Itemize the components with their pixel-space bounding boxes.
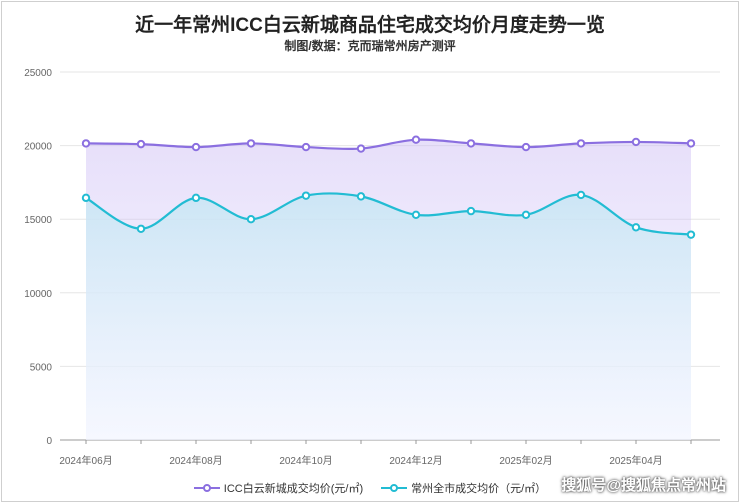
data-point-city [301,191,311,200]
chart-title: 近一年常州ICC白云新城商品住宅成交均价月度走势一览 [135,15,605,36]
data-point-city [686,230,696,239]
y-tick-label: 25000 [24,68,52,79]
data-point-icc [631,137,641,147]
data-point-city [466,206,476,216]
y-tick-label: 5000 [30,362,53,373]
legend: ICC白云新城成交均价(元/㎡) 常州全市成交均价（元/㎡） [2,480,738,496]
data-point-icc [246,139,256,148]
x-tick-label: 2024年08月 [169,454,222,467]
data-point-icc [521,142,531,152]
data-point-icc [136,139,146,149]
chart-subtitle: 制图/数据：克而瑞常州房产测评 [284,39,456,53]
data-point-city [411,210,421,219]
data-point-icc [686,139,696,148]
data-point-city [631,223,641,232]
data-point-icc [466,139,476,148]
legend-item-icc[interactable]: ICC白云新城成交均价(元/㎡) [193,480,364,496]
data-point-city [521,210,531,219]
legend-swatch-city [381,483,408,493]
y-tick-label: 20000 [24,142,52,153]
data-point-icc [301,142,311,152]
data-point-city [246,215,256,224]
y-tick-label: 0 [46,436,52,447]
x-tick-label: 2025年02月 [499,454,552,467]
data-point-icc [576,139,586,148]
x-tick-label: 2025年04月 [609,454,662,467]
data-point-city [576,190,586,200]
data-point-icc [191,142,201,152]
data-point-icc [81,139,91,148]
legend-label-icc: ICC白云新城成交均价(元/㎡) [223,483,364,495]
data-point-city [81,193,91,203]
x-tick-label: 2024年06月 [59,454,112,467]
x-tick-label: 2024年12月 [389,454,442,467]
data-point-icc [411,135,421,144]
x-tick-label: 2024年10月 [279,454,332,467]
y-tick-label: 15000 [24,215,52,226]
y-tick-label: 10000 [24,289,52,300]
series-line-city [85,192,692,236]
data-point-city [191,193,201,203]
legend-swatch-icc [193,483,220,493]
watermark: 搜狐号@搜狐焦点常州站 [561,477,726,494]
series-area-city [86,193,691,440]
data-point-city [136,224,146,233]
legend-item-city[interactable]: 常州全市成交均价（元/㎡） [381,480,546,496]
legend-label-city: 常州全市成交均价（元/㎡） [411,483,547,495]
data-point-city [356,192,366,201]
data-point-icc [356,144,366,153]
series-line-icc [85,138,692,151]
